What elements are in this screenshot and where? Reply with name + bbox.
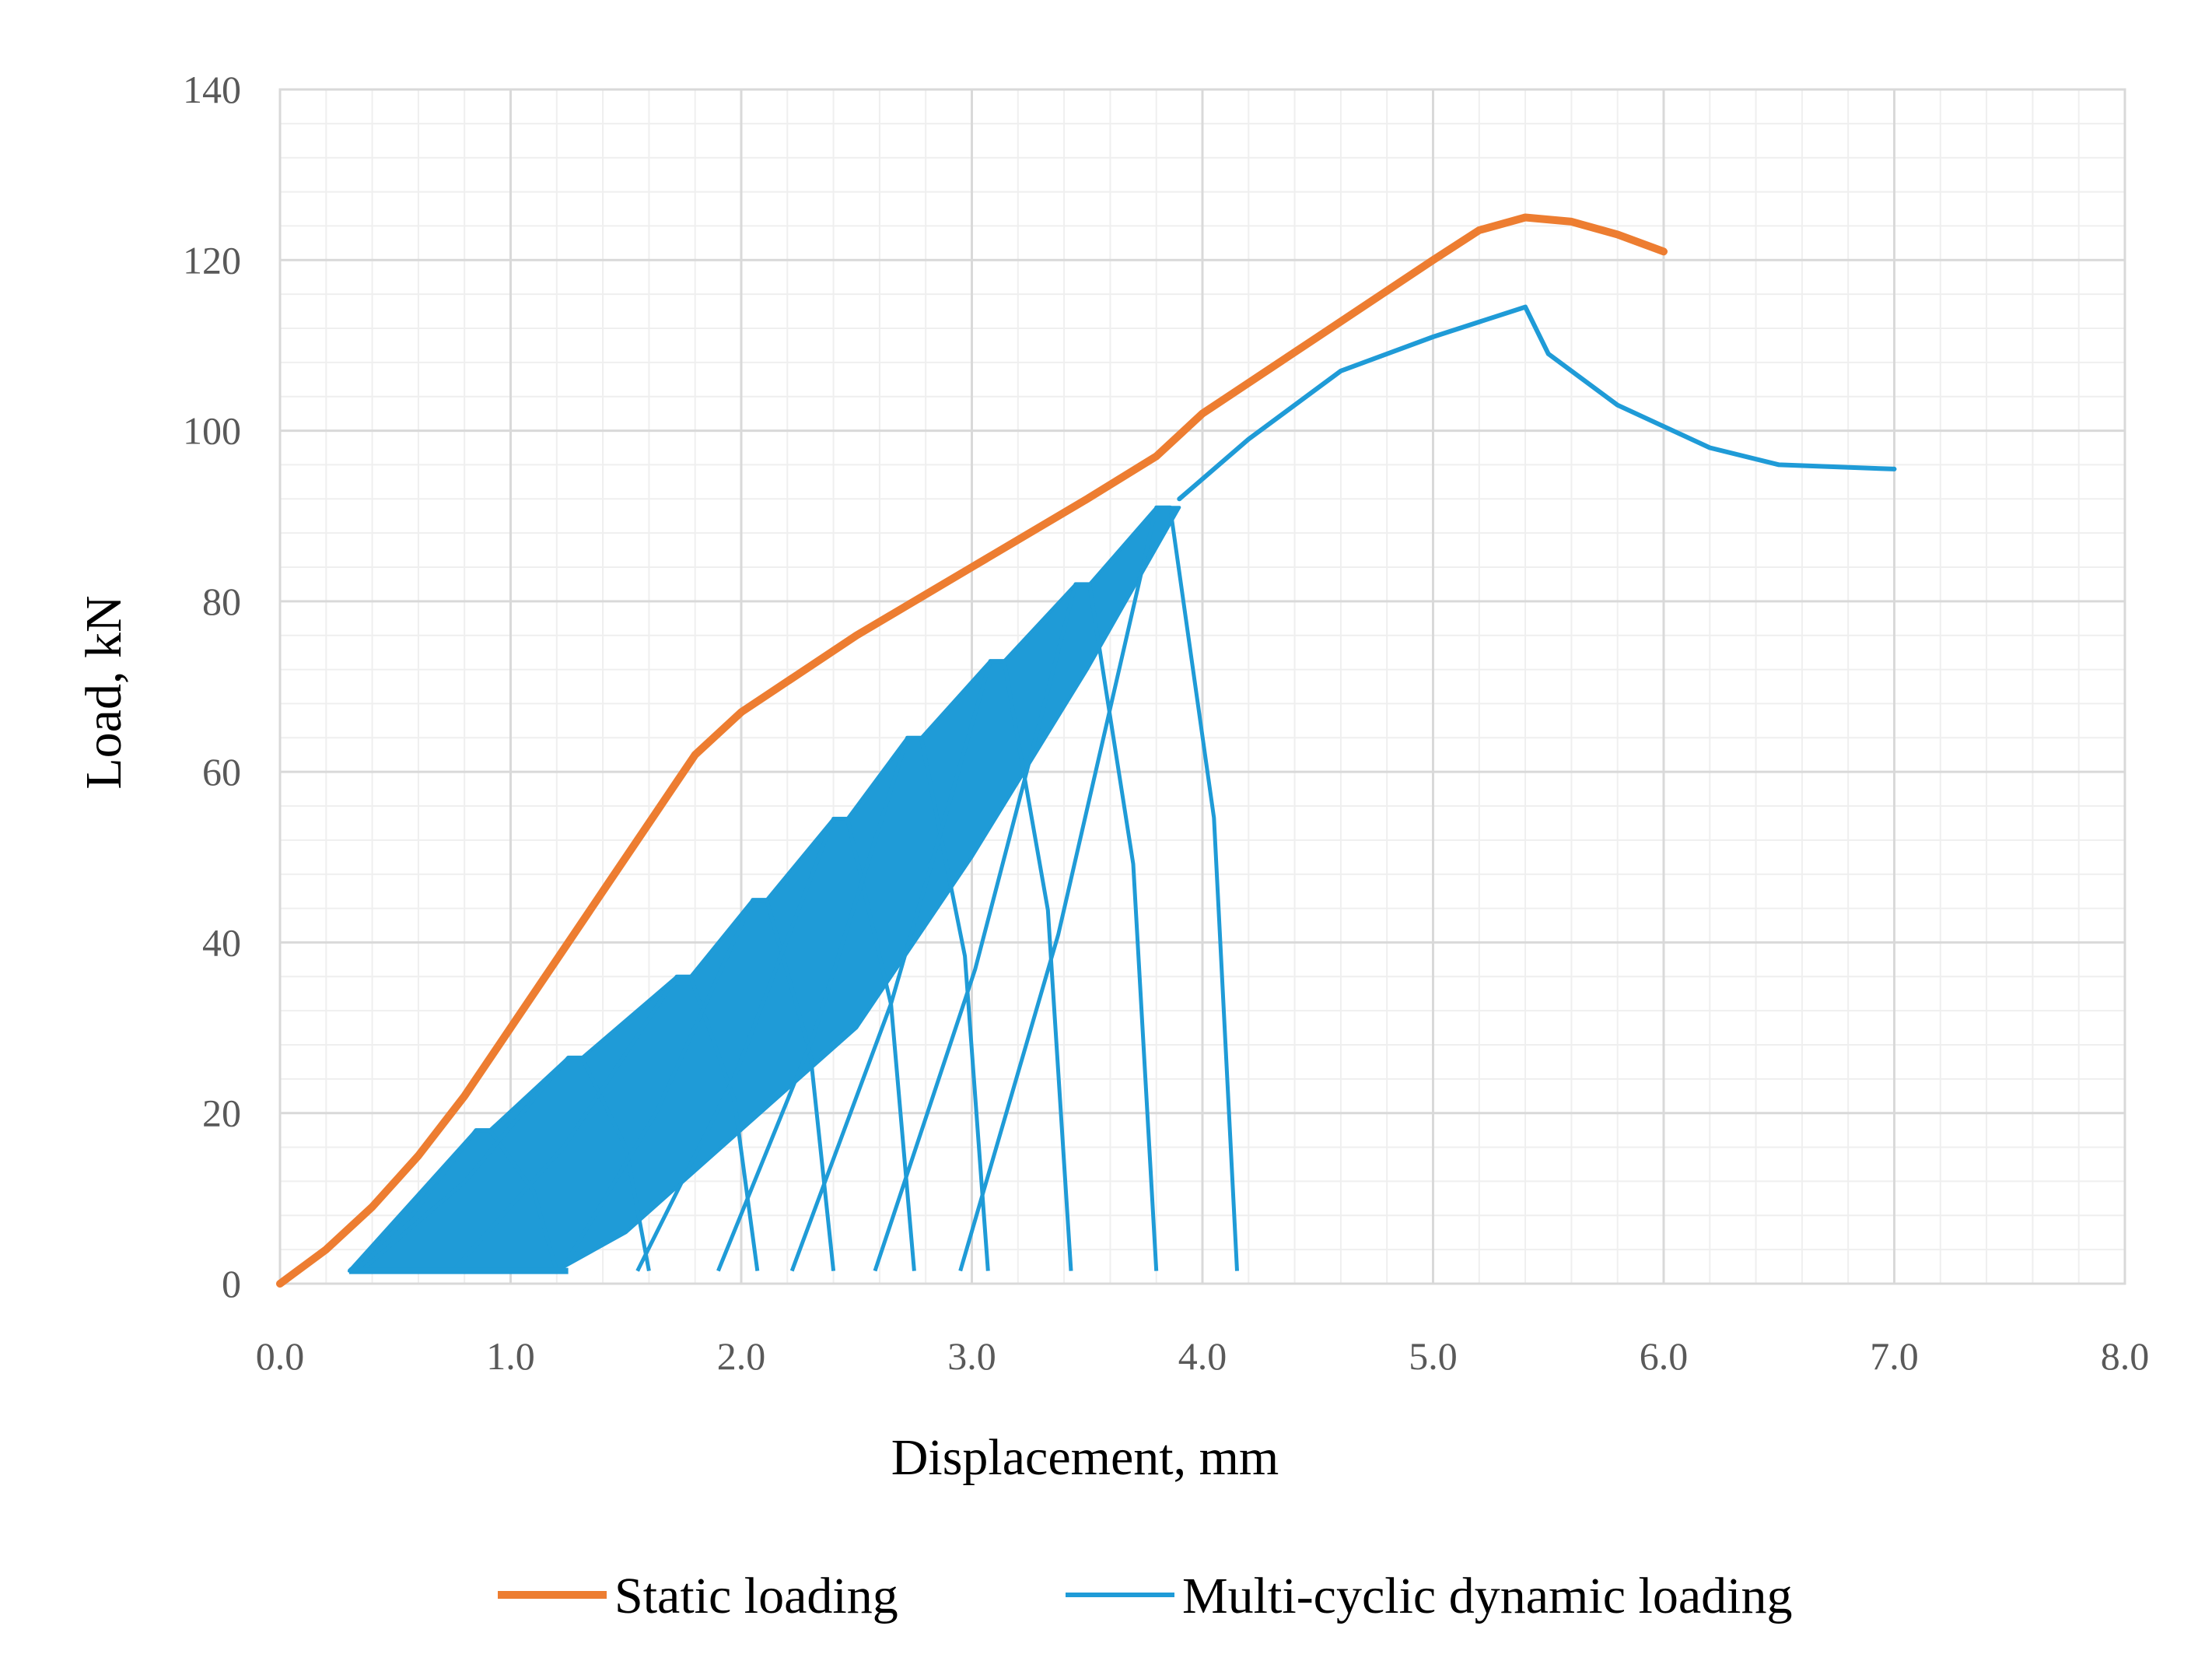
legend-label-multi-cyclic-dynamic-loading: Multi-cyclic dynamic loading	[1182, 1568, 1792, 1624]
static-loading-line	[276, 213, 1668, 1288]
x-tick-label: 1.0	[486, 1334, 535, 1378]
x-tick-label: 0.0	[256, 1334, 305, 1378]
y-tick-label: 20	[202, 1092, 241, 1135]
y-axis-tick-labels: 0 20 40 60 80 100 120 140	[183, 68, 241, 1305]
x-tick-label: 8.0	[2101, 1334, 2150, 1378]
y-tick-label: 100	[183, 409, 241, 453]
dynamic-loading-post-cycle-curve	[1177, 304, 1897, 502]
x-axis-tick-labels: 0.0 1.0 2.0 3.0 4.0 5.0 6.0 7.0 8.0	[256, 1334, 2150, 1378]
y-axis-title: Load, kN	[75, 595, 132, 789]
dynamic-loading-cycle	[789, 659, 1073, 1272]
dynamic-loading-cycle	[559, 898, 836, 1272]
x-tick-label: 5.0	[1409, 1334, 1458, 1378]
x-tick-label: 4.0	[1178, 1334, 1227, 1378]
dynamic-loading-cycle	[451, 974, 760, 1273]
y-tick-label: 140	[183, 68, 241, 111]
y-tick-label: 120	[183, 238, 241, 282]
dynamic-loading-cycle	[873, 582, 1159, 1272]
y-tick-label: 60	[202, 750, 241, 794]
y-tick-label: 0	[222, 1262, 241, 1305]
dynamic-loading-envelope	[347, 506, 1181, 1273]
x-tick-label: 7.0	[1870, 1334, 1919, 1378]
dynamic-loading-cycle	[348, 1128, 559, 1273]
series-static-loading	[276, 213, 1668, 1288]
x-tick-label: 3.0	[947, 1334, 996, 1378]
x-axis-title: Displacement, mm	[891, 1429, 1279, 1486]
dynamic-loading-cycle	[359, 1055, 651, 1273]
x-tick-label: 6.0	[1640, 1334, 1689, 1378]
y-tick-label: 80	[202, 580, 241, 623]
dynamic-loading-cycle	[716, 735, 990, 1272]
dynamic-loading-cycle	[635, 816, 916, 1272]
plot-area-frame	[278, 88, 2126, 1285]
y-tick-label: 40	[202, 920, 241, 964]
legend: Static loading Multi-cyclic dynamic load…	[498, 1568, 1792, 1624]
series-multi-cyclic-dynamic-loading	[347, 304, 1897, 1274]
dynamic-loading-cycle	[958, 505, 1239, 1272]
x-tick-label: 2.0	[717, 1334, 766, 1378]
legend-label-static-loading: Static loading	[614, 1568, 898, 1624]
